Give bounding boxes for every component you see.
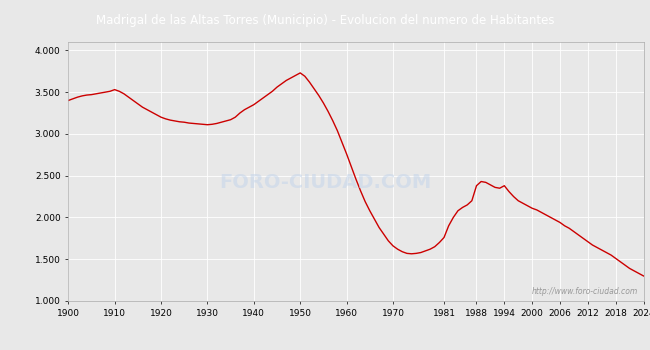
Text: Madrigal de las Altas Torres (Municipio) - Evolucion del numero de Habitantes: Madrigal de las Altas Torres (Municipio)… (96, 14, 554, 27)
Text: FORO-CIUDAD.COM: FORO-CIUDAD.COM (219, 173, 431, 191)
Text: http://www.foro-ciudad.com: http://www.foro-ciudad.com (532, 287, 638, 296)
